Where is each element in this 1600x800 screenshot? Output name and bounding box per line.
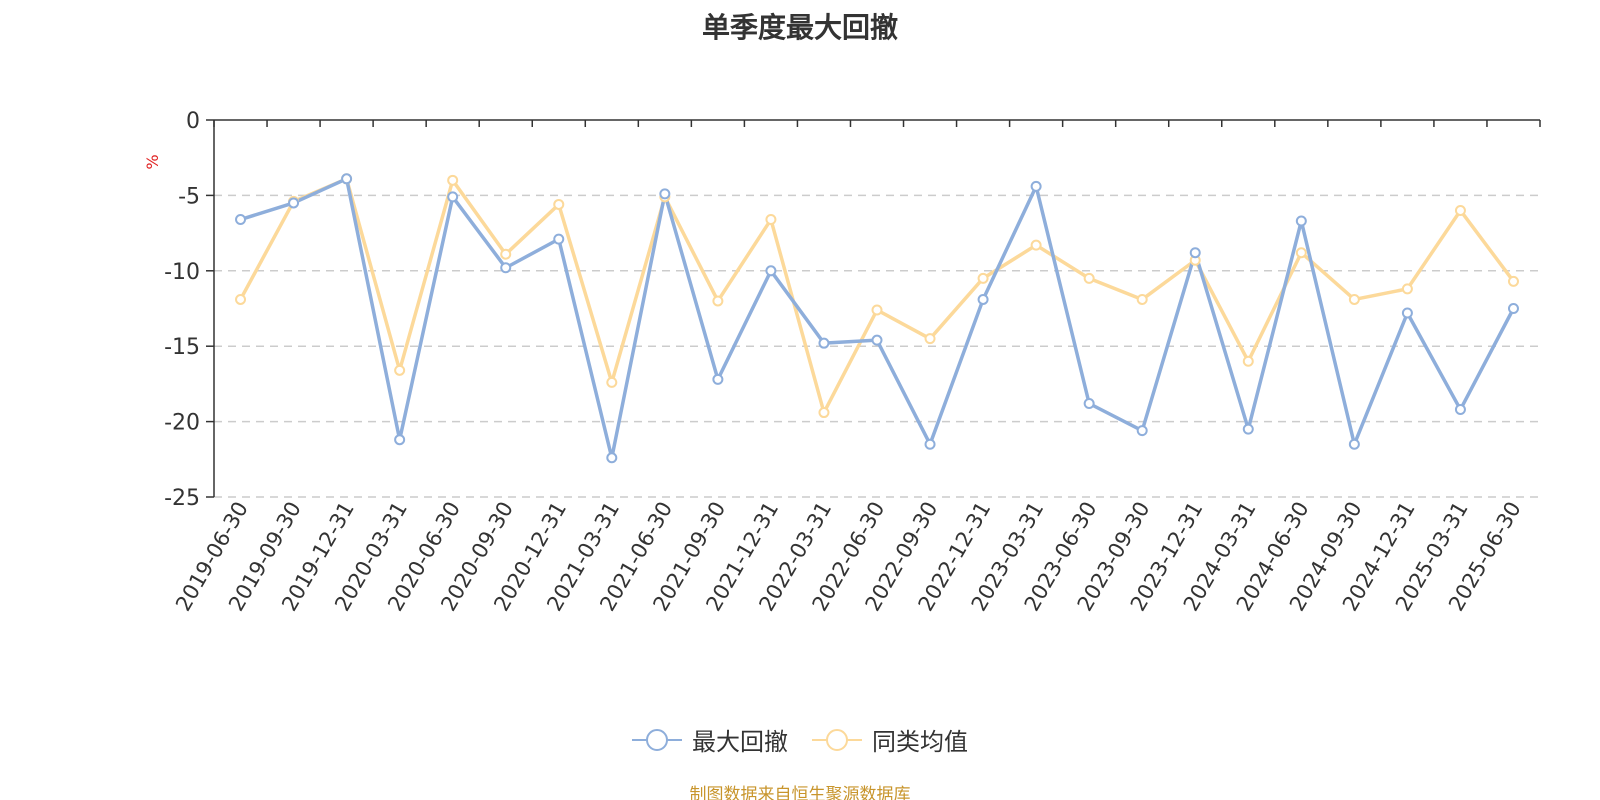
legend-item-max-drawdown[interactable]: 最大回撤 [632,722,788,757]
data-point[interactable] [394,364,406,376]
x-tick-labels: 2019-06-302019-09-302019-12-312020-03-31… [171,498,1526,616]
data-point[interactable] [500,262,512,274]
data-point[interactable] [1083,398,1095,410]
data-point[interactable] [1401,307,1413,319]
data-point[interactable] [977,293,989,305]
data-point[interactable] [1189,247,1201,259]
legend-label: 最大回撤 [692,728,788,756]
data-point[interactable] [553,198,565,210]
data-point[interactable] [500,248,512,260]
data-point[interactable] [924,438,936,450]
series-lines [235,173,1519,464]
data-point[interactable] [765,214,777,226]
data-point[interactable] [235,293,247,305]
data-point[interactable] [1401,283,1413,295]
y-tick-label: -10 [164,260,200,285]
data-point[interactable] [394,434,406,446]
data-point[interactable] [924,333,936,345]
legend-swatch-icon [812,728,862,751]
y-tick-label: -15 [164,335,200,360]
y-tick-label: -25 [164,486,200,511]
data-point[interactable] [606,376,618,388]
source-note: 制图数据来自恒生聚源数据库 [689,785,911,800]
grid-lines [214,194,1540,498]
data-point[interactable] [288,197,300,209]
data-point[interactable] [553,233,565,245]
y-tick-labels: 0 -5 -10 -15 -20 -25 [164,109,200,511]
data-point[interactable] [871,304,883,316]
y-tick-label: -5 [178,184,200,209]
data-point[interactable] [1136,425,1148,437]
data-point[interactable] [235,214,247,226]
data-point[interactable] [341,173,353,185]
data-point[interactable] [765,265,777,277]
data-point[interactable] [1295,215,1307,227]
data-point[interactable] [1507,303,1519,314]
data-point[interactable] [1454,404,1466,416]
data-point[interactable] [1083,272,1095,284]
data-point[interactable] [1136,293,1148,305]
y-tick-label: -20 [164,411,200,436]
data-point[interactable] [1030,239,1042,251]
data-point[interactable] [1030,180,1042,192]
series-line [239,177,1516,460]
data-point[interactable] [818,337,830,349]
data-point[interactable] [818,407,830,419]
data-point[interactable] [1348,438,1360,450]
data-point[interactable] [659,188,671,200]
legend-swatch-icon [632,728,682,751]
legend-item-category-average[interactable]: 同类均值 [812,722,968,757]
data-point[interactable] [1242,423,1254,435]
chart-title: 单季度最大回撤 [701,11,898,44]
data-point[interactable] [977,272,989,284]
axes [206,119,1541,498]
data-point[interactable] [447,174,459,186]
data-point[interactable] [871,334,883,346]
data-point[interactable] [712,295,724,307]
data-point[interactable] [1348,293,1360,305]
data-point[interactable] [1507,275,1519,287]
data-point[interactable] [1295,247,1307,259]
data-point[interactable] [712,373,724,385]
legend-label: 同类均值 [872,728,968,756]
y-axis-unit-label: % [143,154,162,169]
data-point[interactable] [447,191,459,203]
y-tick-label: 0 [186,109,200,134]
data-point[interactable] [606,452,618,464]
legend: 最大回撤 同类均值 [0,722,1600,757]
data-point[interactable] [1242,355,1254,367]
data-point[interactable] [1454,204,1466,216]
